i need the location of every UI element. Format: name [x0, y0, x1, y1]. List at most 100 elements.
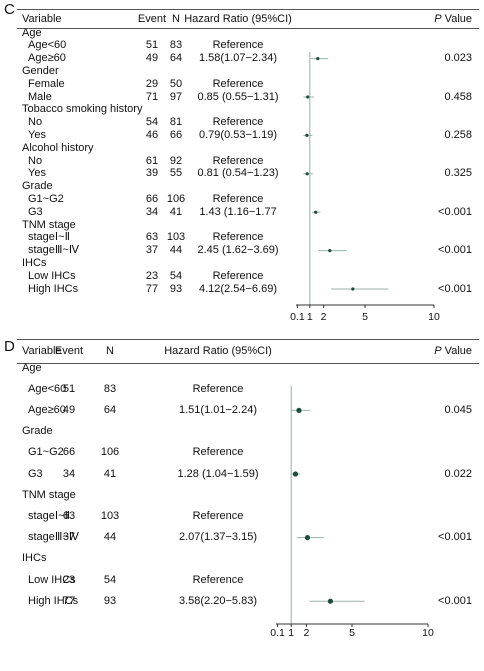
row-n: 66 — [169, 128, 183, 141]
row-n: 55 — [169, 167, 183, 180]
row-label: No — [28, 116, 43, 129]
header-variable: Variable — [22, 12, 62, 25]
x-tick-label: 2 — [321, 311, 327, 323]
header-hazard-ratio: Hazard Ratio (95%CI) — [184, 12, 292, 25]
panel-label: D — [4, 338, 15, 355]
header-variable: Variable — [22, 344, 62, 357]
row-hazard-ratio: Reference — [212, 269, 264, 282]
row-event: 46 — [145, 128, 159, 141]
row-n: 97 — [169, 90, 183, 103]
row-event: 23 — [145, 269, 159, 282]
row-n: 93 — [103, 594, 117, 607]
row-hazard-ratio: 0.79(0.53−1.19) — [199, 128, 277, 141]
group-header: Alcohol history — [22, 141, 94, 154]
row-label: G1~G2 — [28, 192, 64, 205]
group-header: IHCs — [22, 256, 47, 269]
x-tick-label: 10 — [428, 311, 440, 323]
row-n: 83 — [169, 39, 183, 52]
hr-point — [328, 249, 332, 253]
panel-label: C — [4, 1, 15, 18]
x-tick-label: 5 — [362, 311, 368, 323]
row-label: stageⅢ~Ⅳ — [28, 531, 80, 544]
row-hazard-ratio: 1.28 (1.04−1.59) — [177, 467, 259, 480]
row-event: 66 — [62, 446, 76, 459]
row-n: 41 — [103, 467, 117, 480]
row-p-value: <0.001 — [438, 244, 472, 257]
row-label: High IHCs — [28, 282, 79, 295]
row-event: 49 — [62, 403, 76, 416]
row-hazard-ratio: 1.43 (1.16−1.77 — [199, 205, 277, 218]
row-label: stageⅢ~Ⅳ — [28, 244, 80, 257]
row-event: 63 — [62, 509, 76, 522]
row-label: Low IHCs — [28, 269, 76, 282]
hr-point — [305, 133, 309, 137]
row-event: 61 — [145, 154, 159, 167]
hr-point — [306, 95, 310, 99]
row-p-value: 0.258 — [444, 128, 472, 141]
group-header: Tobacco smoking history — [22, 103, 143, 116]
row-n: 50 — [169, 77, 183, 90]
hr-point — [305, 172, 309, 176]
group-header: Grade — [22, 180, 53, 193]
header-p-suffix: Value — [441, 344, 472, 357]
group-header: Grade — [22, 425, 53, 438]
forest-plot-svg: 0.1 1 2 5 10 — [270, 386, 434, 639]
row-n: 83 — [103, 382, 117, 395]
row-event: 77 — [62, 594, 76, 607]
row-p-value: 0.022 — [444, 467, 472, 480]
row-event: 77 — [145, 282, 159, 295]
row-event: 63 — [145, 231, 159, 244]
hr-point — [314, 210, 318, 214]
x-tick-label: 10 — [422, 627, 434, 639]
row-n: 44 — [169, 244, 183, 257]
row-label: High IHCs — [28, 594, 79, 607]
header-p-italic: P — [434, 344, 442, 357]
forest-plot-svg: 0.1 1 2 5 10 — [290, 52, 440, 323]
group-header: Age — [22, 26, 42, 39]
header-rule — [17, 28, 479, 29]
row-hazard-ratio: Reference — [212, 192, 264, 205]
group-header: Gender — [22, 64, 59, 77]
x-tick-label: 2 — [303, 627, 309, 639]
table-top-rule — [17, 9, 479, 10]
x-tick-label: 0.1 — [270, 627, 285, 639]
row-p-value: 0.023 — [444, 52, 472, 65]
row-event: 37 — [62, 531, 76, 544]
row-event: 39 — [145, 167, 159, 180]
header-p-value: P Value — [434, 344, 472, 357]
row-label: stageⅠ~Ⅱ — [28, 231, 70, 244]
row-hazard-ratio: Reference — [192, 573, 244, 586]
hr-point — [292, 471, 299, 477]
row-n: 92 — [169, 154, 183, 167]
header-n: N — [106, 344, 114, 357]
row-hazard-ratio: Reference — [212, 116, 264, 129]
header-event: Event — [137, 12, 167, 25]
x-tick-label: 1 — [307, 311, 313, 323]
row-hazard-ratio: 1.58(1.07−2.34) — [199, 52, 277, 65]
row-event: 51 — [62, 382, 76, 395]
row-hazard-ratio: Reference — [192, 382, 244, 395]
row-n: 103 — [166, 231, 186, 244]
row-event: 34 — [62, 467, 76, 480]
hr-point — [351, 287, 355, 291]
header-event: Event — [54, 344, 84, 357]
row-label: Yes — [28, 167, 46, 180]
row-n: 81 — [169, 116, 183, 129]
row-hazard-ratio: 4.12(2.54−6.69) — [199, 282, 277, 295]
row-p-value: <0.001 — [438, 594, 472, 607]
forest-plot-panel-d: D Variable Event N Hazard Ratio (95%CI) P Va… — [0, 334, 484, 639]
group-header: TNM stage — [22, 218, 76, 231]
row-p-value: 0.045 — [444, 403, 472, 416]
row-label: G3 — [28, 205, 43, 218]
row-label: Age<60 — [28, 382, 67, 395]
row-event: 49 — [145, 52, 159, 65]
row-hazard-ratio: Reference — [212, 231, 264, 244]
hr-point — [316, 57, 320, 61]
row-n: 54 — [169, 269, 183, 282]
row-n: 64 — [169, 52, 183, 65]
row-hazard-ratio: 0.85 (0.55−1.31) — [197, 90, 279, 103]
row-n: 64 — [103, 403, 117, 416]
forest-plot-panel-c: C Variable Event N Hazard Ratio (95%CI) P Va… — [0, 0, 484, 332]
hr-point — [327, 598, 334, 604]
group-header: TNM stage — [22, 488, 76, 501]
